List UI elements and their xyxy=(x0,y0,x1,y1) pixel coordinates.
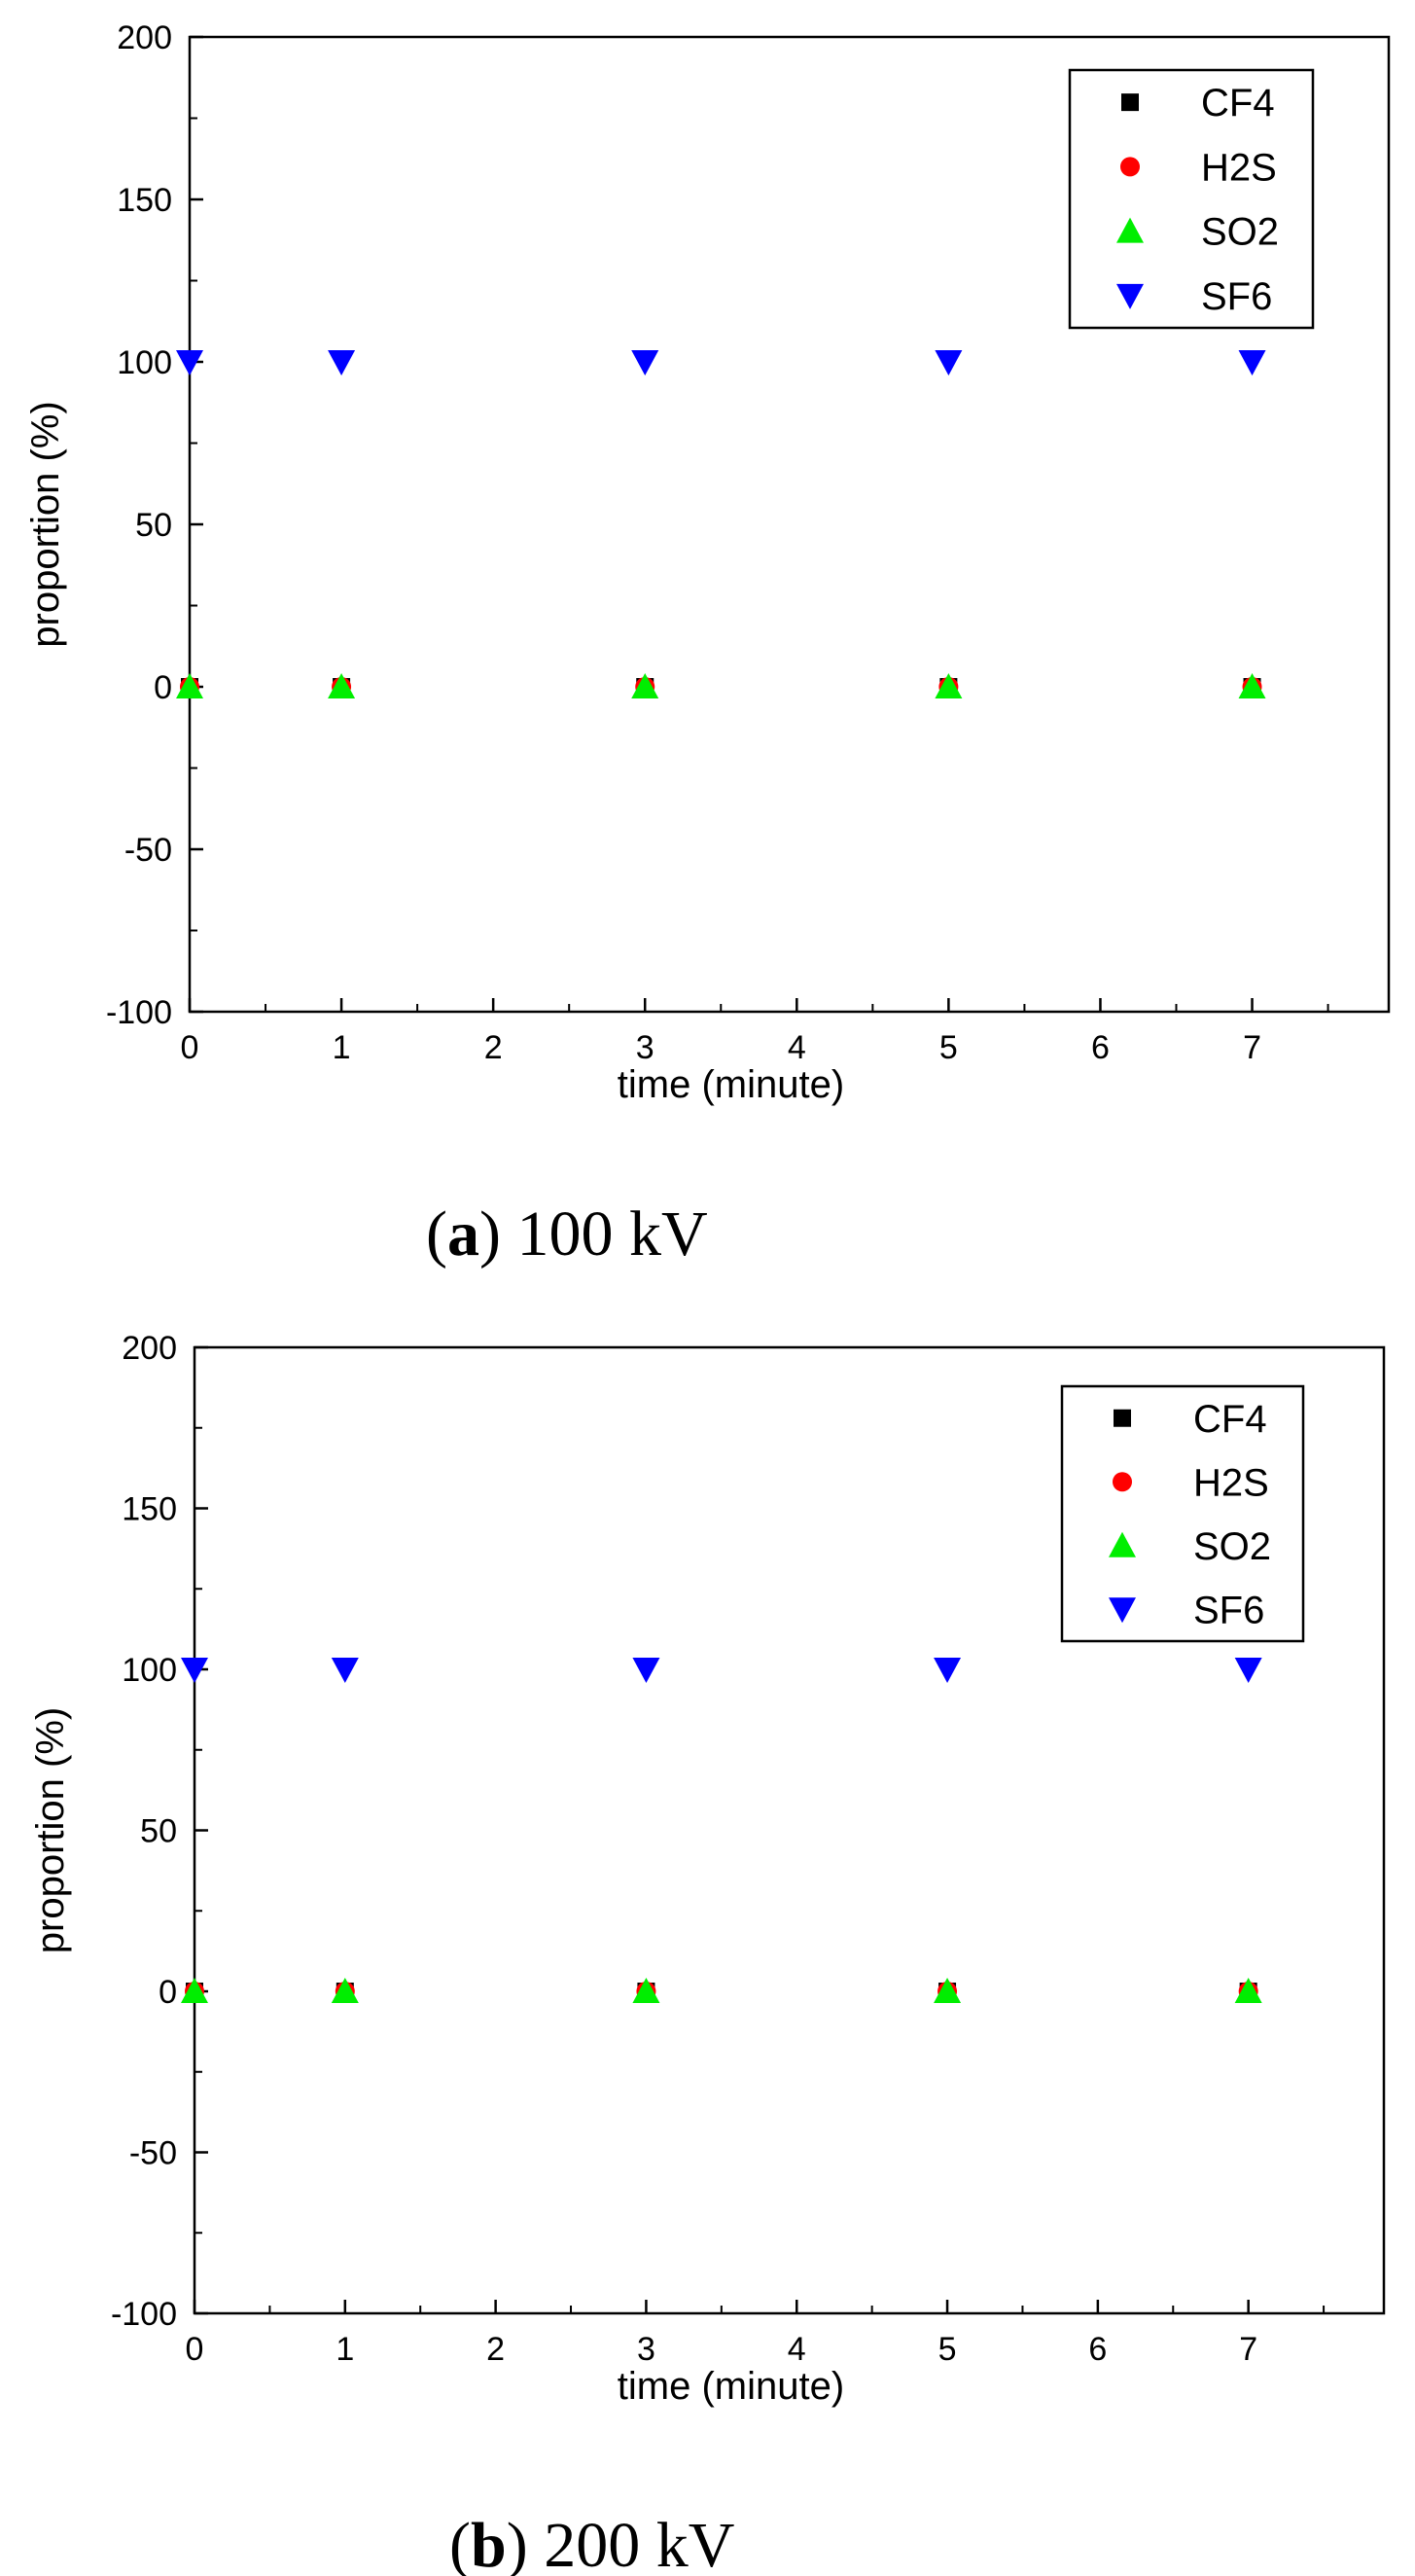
x-tick-label: 5 xyxy=(938,2331,957,2368)
x-tick-label: 7 xyxy=(1239,2331,1257,2368)
x-tick-label: 4 xyxy=(788,1029,806,1066)
y-tick-label: 100 xyxy=(122,1652,177,1689)
data-point-so2 xyxy=(935,673,963,698)
panel-caption: (a) 100 kV xyxy=(426,1199,708,1270)
data-point-so2 xyxy=(1234,1978,1262,2003)
x-tick-label: 1 xyxy=(333,1029,351,1066)
legend-label-so2: SO2 xyxy=(1193,1525,1271,1568)
x-tick-label: 7 xyxy=(1243,1029,1261,1066)
x-tick-label: 6 xyxy=(1088,2331,1107,2368)
panel-caption: (b) 200 kV xyxy=(449,2510,734,2576)
chart-a: 0 1 2 3 4 5 6 7 -100 -50 0 50 100 150 200 time (minute)… xyxy=(24,19,1391,1270)
legend-marker-cf4 xyxy=(1114,1409,1131,1427)
legend-box xyxy=(1060,1384,1305,1643)
caption-letter: b xyxy=(471,2510,507,2576)
legend: CF4 H2S SO2 SF6 xyxy=(1068,68,1315,330)
y-tick-label: 50 xyxy=(135,507,172,544)
x-tick-label: 3 xyxy=(637,2331,655,2368)
data-point-sf6 xyxy=(331,1658,359,1683)
legend-label-h2s: H2S xyxy=(1193,1461,1269,1504)
data-point-sf6 xyxy=(176,350,203,376)
caption-paren-close: ) xyxy=(479,1199,501,1270)
x-tick-label: 2 xyxy=(486,2331,505,2368)
y-tick-label: 200 xyxy=(122,1330,177,1367)
y-tick-label: -50 xyxy=(129,2135,177,2172)
legend-marker-h2s xyxy=(1113,1472,1132,1492)
data-point-so2 xyxy=(934,1978,962,2003)
legend-label-sf6: SF6 xyxy=(1193,1589,1264,1631)
data-point-so2 xyxy=(331,1978,359,2003)
legend-box xyxy=(1068,68,1315,330)
y-tick-label: 0 xyxy=(159,1974,177,2011)
data-point-sf6 xyxy=(1238,350,1266,376)
y-tick-label: -50 xyxy=(124,832,172,869)
caption-paren-close: ) xyxy=(507,2510,528,2576)
legend-marker-h2s xyxy=(1120,157,1140,177)
legend-label-cf4: CF4 xyxy=(1193,1398,1267,1441)
data-point-so2 xyxy=(631,673,659,698)
data-point-so2 xyxy=(176,673,203,698)
y-tick-label: 0 xyxy=(154,669,172,706)
y-tick-label: -100 xyxy=(111,2296,177,2333)
y-tick-label: 100 xyxy=(117,344,172,381)
data-point-sf6 xyxy=(631,350,659,376)
series-sf6 xyxy=(176,350,1266,376)
data-point-sf6 xyxy=(632,1658,660,1683)
legend-label-sf6: SF6 xyxy=(1201,275,1272,318)
data-point-sf6 xyxy=(328,350,356,376)
series-so2 xyxy=(181,1978,1262,2003)
legend-marker-sf6 xyxy=(1109,1597,1136,1624)
x-tick-label: 2 xyxy=(484,1029,503,1066)
chart-b: 0 1 2 3 4 5 6 7 -100 -50 0 50 100 150 200 time (minute)… xyxy=(29,1330,1386,2576)
y-axis-label: proportion (%) xyxy=(24,401,67,647)
x-tick-label: 1 xyxy=(336,2331,354,2368)
y-tick-label: 200 xyxy=(117,19,172,56)
data-point-so2 xyxy=(181,1978,208,2003)
data-point-so2 xyxy=(1238,673,1266,698)
caption-text: 200 kV xyxy=(528,2510,735,2576)
y-axis-label: proportion (%) xyxy=(29,1707,72,1953)
caption-text: 100 kV xyxy=(501,1199,708,1270)
x-tick-label: 4 xyxy=(788,2331,806,2368)
x-tick-label: 0 xyxy=(181,1029,199,1066)
legend-label-cf4: CF4 xyxy=(1201,82,1275,125)
y-tick-label: 150 xyxy=(122,1491,177,1528)
legend-marker-sf6 xyxy=(1116,283,1144,309)
legend-label-h2s: H2S xyxy=(1201,146,1277,189)
data-point-so2 xyxy=(632,1978,660,2003)
y-tick-label: 150 xyxy=(117,182,172,219)
caption-paren-open: ( xyxy=(426,1199,447,1270)
data-point-sf6 xyxy=(1234,1658,1262,1683)
series-sf6 xyxy=(181,1658,1262,1683)
data-point-sf6 xyxy=(181,1658,208,1683)
x-tick-label: 5 xyxy=(939,1029,958,1066)
data-point-so2 xyxy=(328,673,356,698)
x-tick-label: 3 xyxy=(636,1029,654,1066)
data-point-sf6 xyxy=(934,1658,962,1683)
x-axis-label: time (minute) xyxy=(618,1063,844,1106)
x-tick-label: 6 xyxy=(1091,1029,1110,1066)
series-so2 xyxy=(176,673,1266,698)
legend-label-so2: SO2 xyxy=(1201,211,1279,254)
legend-marker-so2 xyxy=(1116,217,1144,243)
legend: CF4 H2S SO2 SF6 xyxy=(1060,1384,1305,1643)
legend-marker-cf4 xyxy=(1121,93,1139,112)
x-tick-label: 0 xyxy=(186,2331,204,2368)
x-axis-label: time (minute) xyxy=(618,2365,844,2408)
data-point-sf6 xyxy=(935,350,963,376)
legend-marker-so2 xyxy=(1109,1531,1136,1557)
y-tick-label: -100 xyxy=(106,994,172,1031)
y-tick-label: 50 xyxy=(140,1813,177,1850)
caption-paren-open: ( xyxy=(449,2510,471,2576)
caption-letter: a xyxy=(447,1199,479,1270)
